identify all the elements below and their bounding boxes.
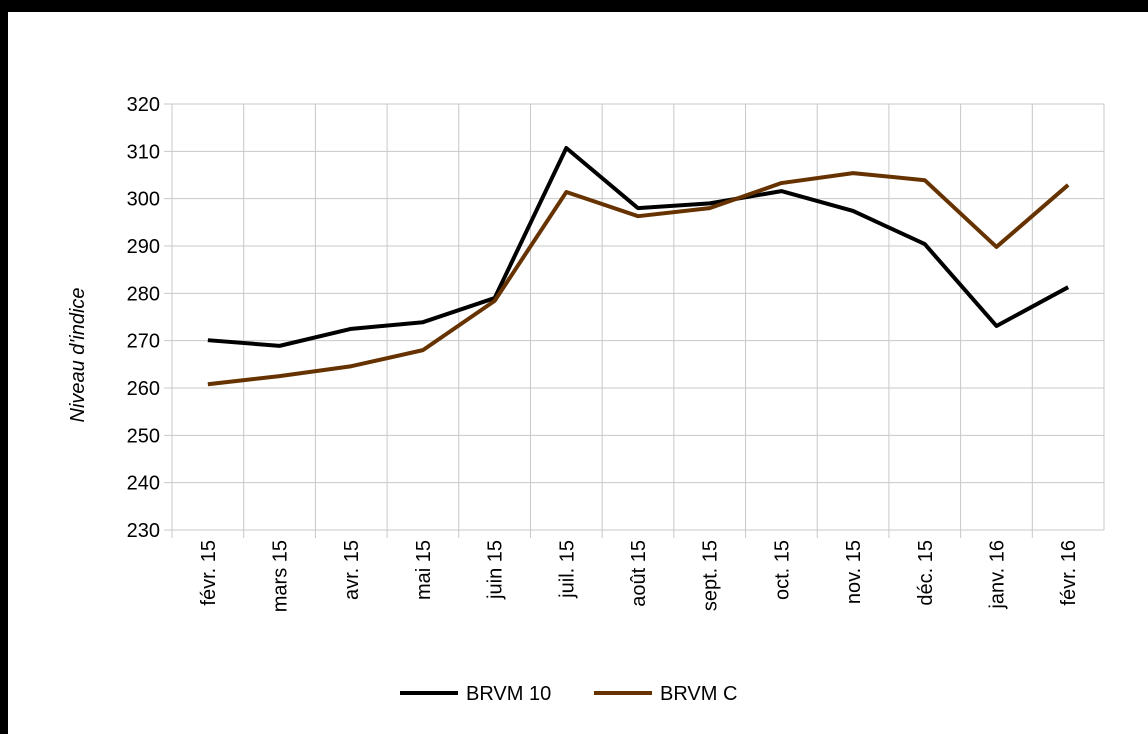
y-tick-label: 250 — [127, 425, 160, 447]
x-tick-label: août 15 — [628, 540, 650, 607]
legend-label: BRVM 10 — [466, 683, 551, 705]
y-tick-label: 240 — [127, 473, 160, 495]
y-tick-label: 320 — [127, 94, 160, 116]
y-tick-label: 230 — [127, 520, 160, 542]
y-tick-label: 280 — [127, 283, 160, 305]
x-tick-label: janv. 16 — [986, 540, 1008, 610]
x-tick-label: nov. 15 — [843, 540, 865, 604]
y-tick-label: 260 — [127, 378, 160, 400]
x-tick-label: juin 15 — [485, 540, 507, 600]
frame-top — [0, 0, 1148, 12]
x-tick-label: avr. 15 — [341, 540, 363, 600]
legend-label: BRVM C — [660, 683, 737, 705]
x-tick-label: déc. 15 — [915, 540, 937, 606]
x-tick-label: mars 15 — [270, 540, 292, 612]
y-tick-label: 290 — [127, 236, 160, 258]
x-tick-label: févr. 16 — [1058, 540, 1080, 606]
frame-left — [0, 0, 8, 734]
x-tick-label: oct. 15 — [771, 540, 793, 600]
y-tick-label: 310 — [127, 141, 160, 163]
y-tick-label: 300 — [127, 189, 160, 211]
x-tick-label: févr. 15 — [198, 540, 220, 606]
series-line — [207, 171, 1070, 387]
series-line — [207, 146, 1070, 348]
y-axis-label: Niveau d'indice — [67, 287, 89, 422]
x-tick-label: juil. 15 — [556, 540, 578, 599]
y-tick-label: 270 — [127, 331, 160, 353]
x-tick-label: sept. 15 — [700, 540, 722, 611]
x-tick-label: mai 15 — [413, 540, 435, 600]
